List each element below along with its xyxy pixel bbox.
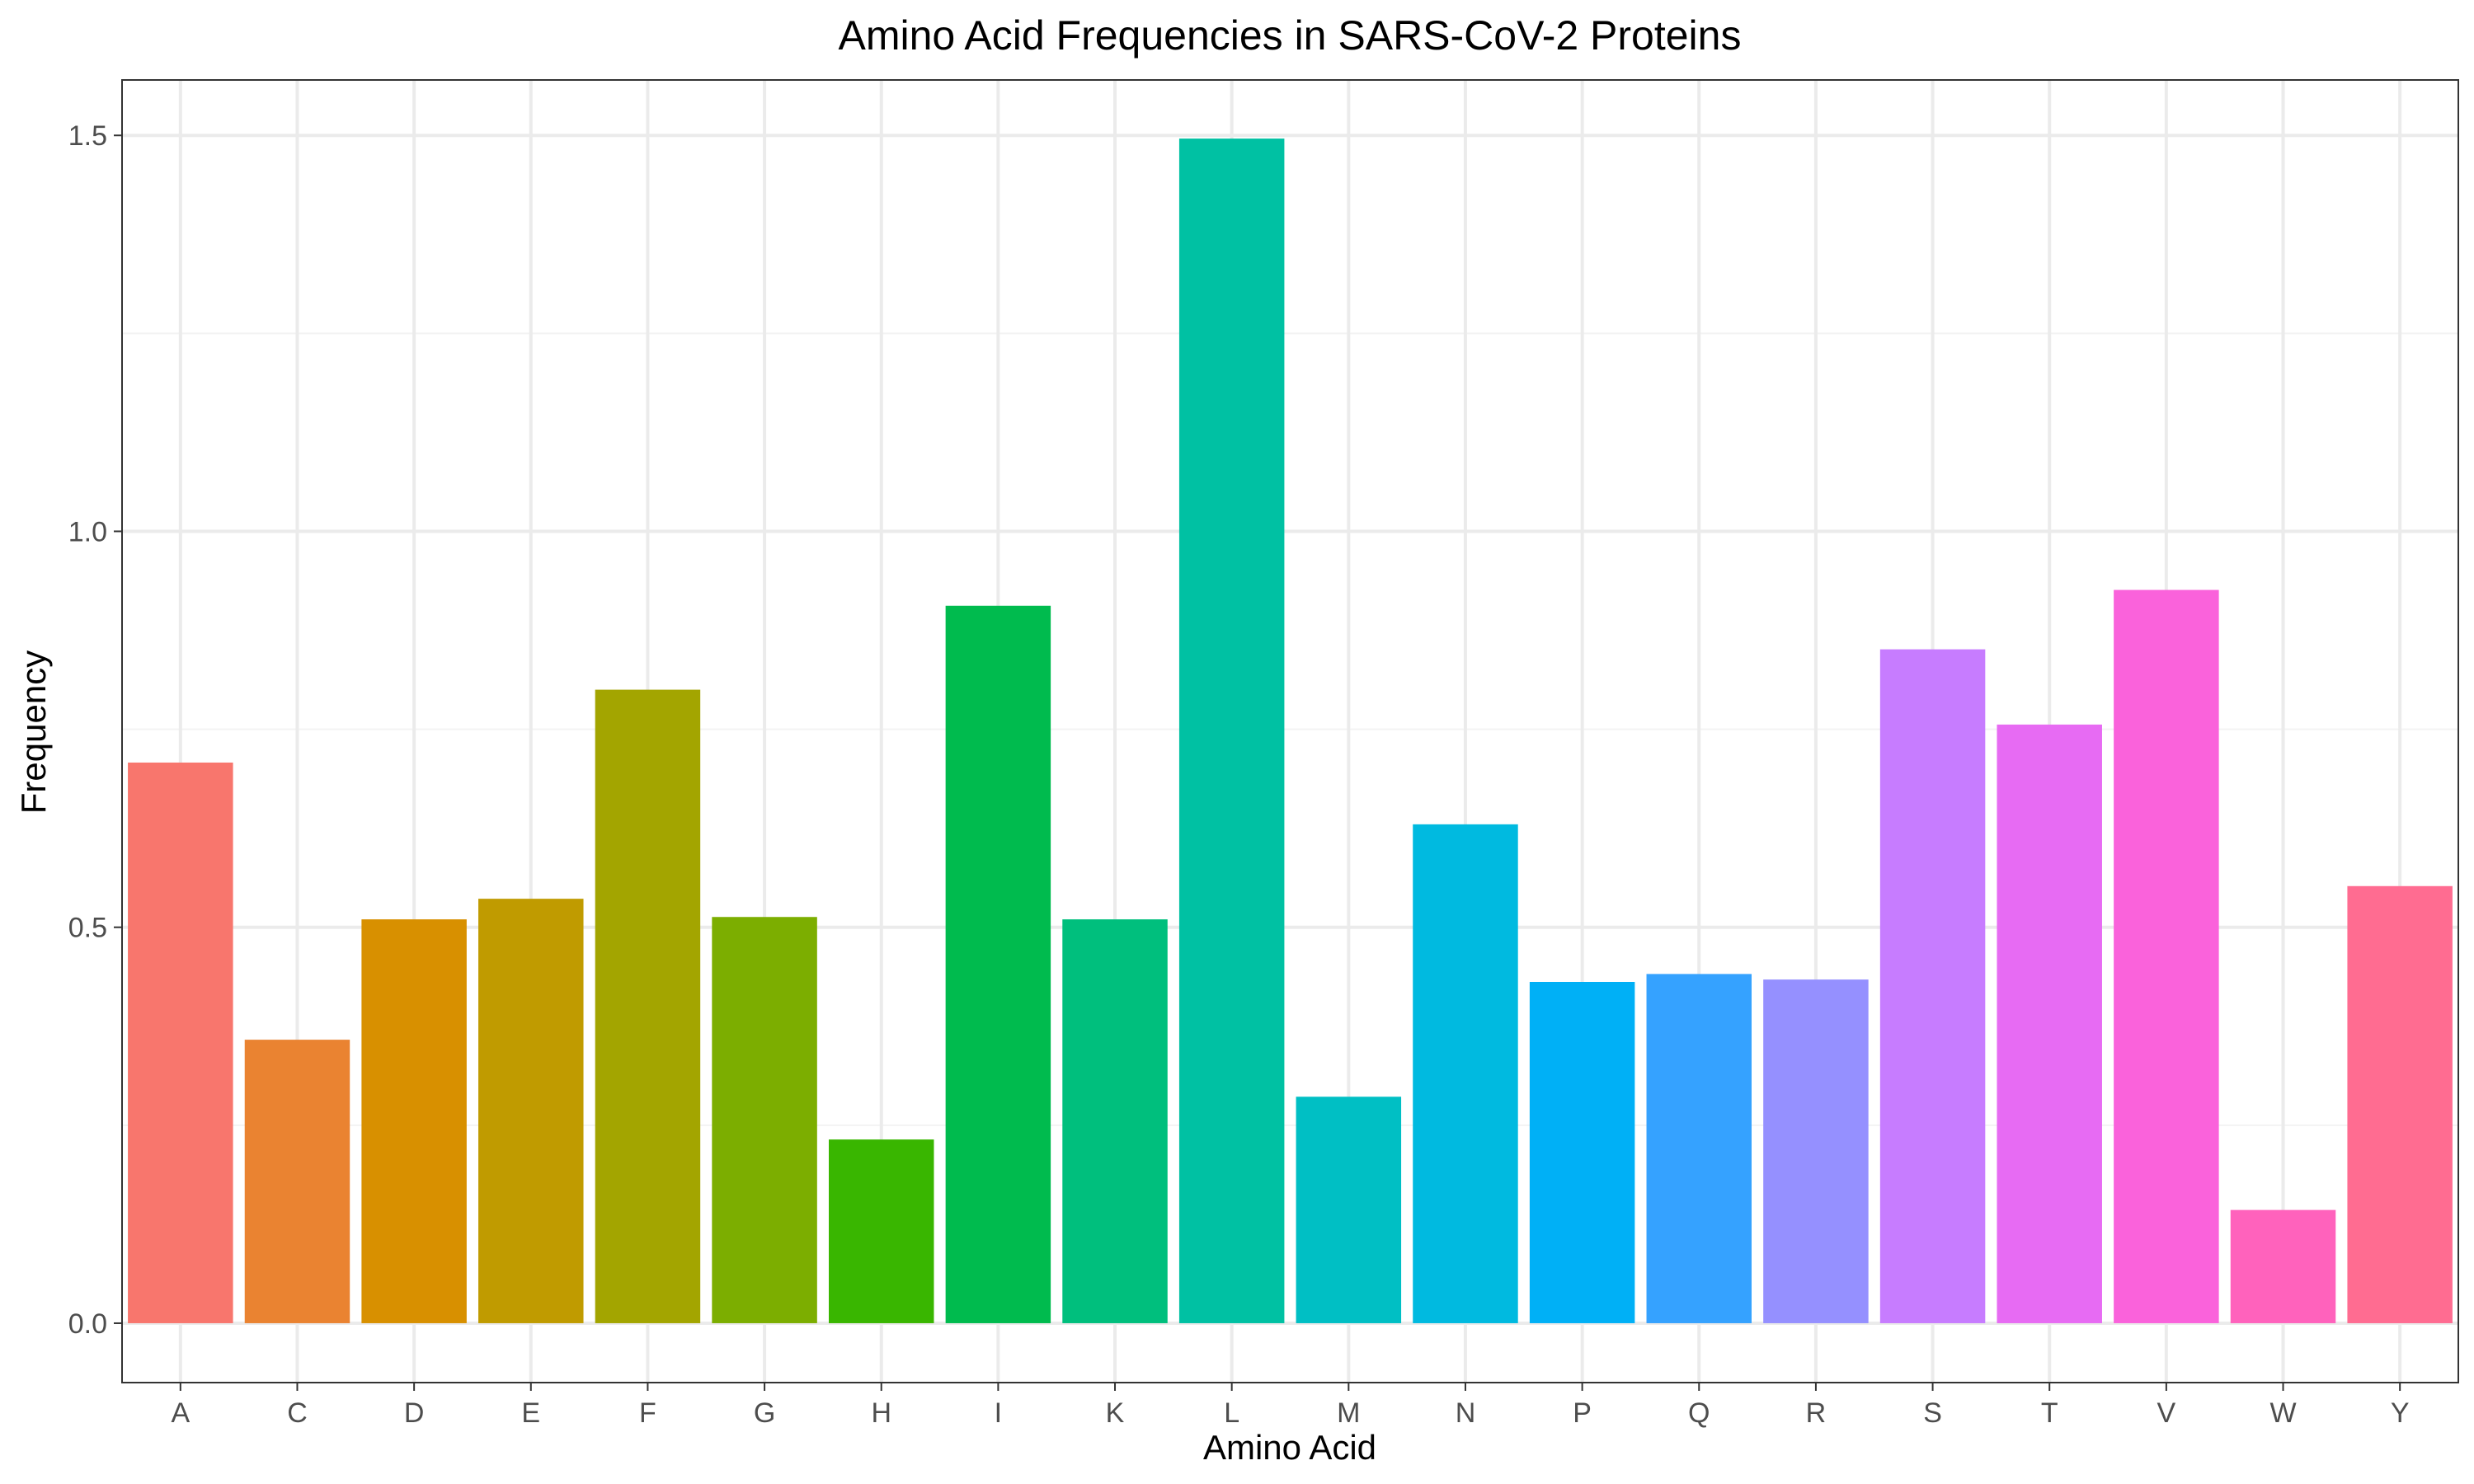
x-tick-label: F	[639, 1397, 656, 1429]
bar-F	[595, 689, 701, 1323]
x-tick-label: N	[1456, 1397, 1476, 1429]
x-tick-label: W	[2269, 1397, 2296, 1429]
x-tick-label: V	[2157, 1397, 2176, 1429]
y-axis-title: Frequency	[14, 650, 53, 814]
x-axis-title: Amino Acid	[1203, 1428, 1376, 1467]
x-tick-label: M	[1337, 1397, 1360, 1429]
bar-R	[1763, 979, 1869, 1323]
bar-D	[361, 919, 467, 1323]
x-tick-label: S	[1923, 1397, 1942, 1429]
x-tick-label: E	[521, 1397, 540, 1429]
bar-G	[712, 917, 817, 1323]
x-tick-label: I	[995, 1397, 1002, 1429]
x-tick-label: C	[287, 1397, 308, 1429]
y-tick-label: 0.5	[68, 913, 107, 944]
bar-S	[1879, 649, 1986, 1323]
bar-I	[945, 605, 1051, 1323]
bars	[128, 139, 2453, 1323]
bar-M	[1296, 1097, 1402, 1323]
bar-K	[1062, 919, 1168, 1323]
x-tick-label: Q	[1688, 1397, 1710, 1429]
x-tick-label: Y	[2391, 1397, 2410, 1429]
plot-panel-border	[121, 79, 2459, 1383]
bar-L	[1178, 139, 1285, 1323]
bar-E	[478, 899, 584, 1323]
x-tick-label: L	[1224, 1397, 1239, 1429]
x-tick-label: K	[1106, 1397, 1125, 1429]
bar-P	[1529, 981, 1635, 1323]
bar-Q	[1646, 974, 1752, 1323]
x-tick-label: D	[404, 1397, 425, 1429]
bar-A	[128, 762, 233, 1323]
bar-W	[2230, 1209, 2336, 1323]
x-tick-label: G	[754, 1397, 775, 1429]
bar-T	[1997, 724, 2102, 1323]
x-tick-label: P	[1573, 1397, 1592, 1429]
y-tick-label: 1.0	[68, 516, 107, 547]
y-axis-ticks: 0.0 0.5 1.0 1.5	[68, 120, 122, 1340]
bar-C	[244, 1040, 350, 1323]
x-tick-label: T	[2041, 1397, 2058, 1429]
x-tick-label: H	[871, 1397, 891, 1429]
bar-N	[1413, 824, 1518, 1323]
x-tick-label: R	[1806, 1397, 1827, 1429]
chart-title: Amino Acid Frequencies in SARS-CoV-2 Pro…	[839, 12, 1742, 59]
y-tick-label: 1.5	[68, 120, 107, 152]
x-tick-label: A	[171, 1397, 190, 1429]
y-tick-label: 0.0	[68, 1308, 107, 1340]
bar-V	[2114, 589, 2219, 1323]
bar-Y	[2347, 885, 2453, 1323]
bar-H	[828, 1139, 934, 1323]
